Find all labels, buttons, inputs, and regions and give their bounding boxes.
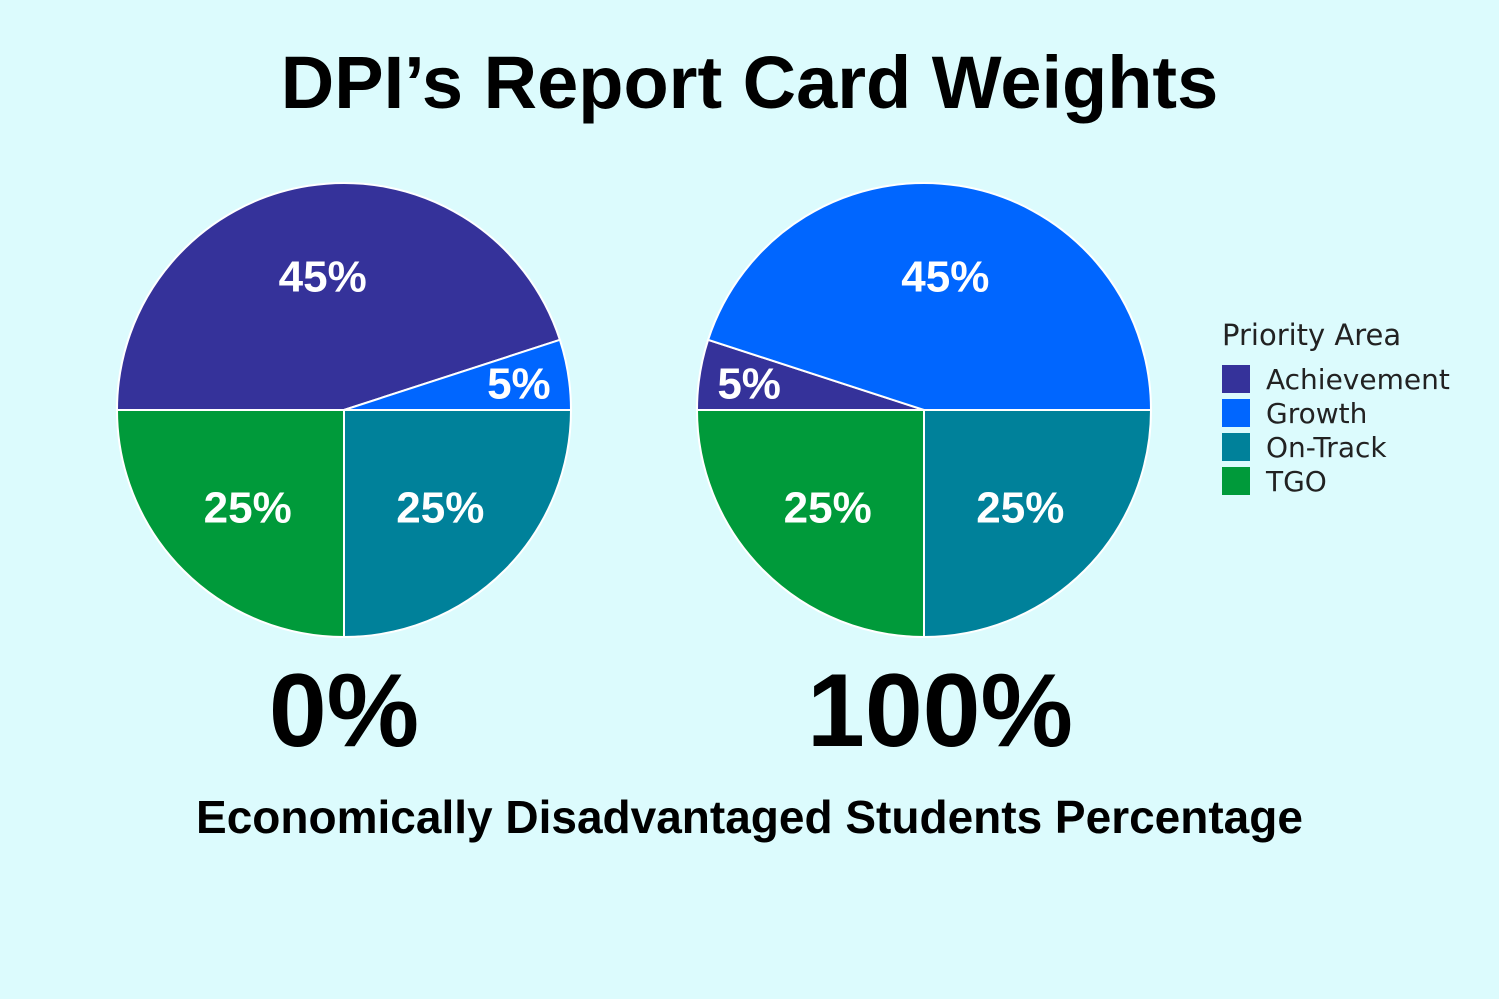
legend-title: Priority Area: [1222, 318, 1402, 352]
pie-slice-label: 45%: [279, 252, 367, 301]
pie-slice-on-track: [923, 409, 1153, 639]
legend-label: On-Track: [1266, 430, 1387, 464]
legend-label: TGO: [1266, 464, 1327, 498]
pie-caption-0: 0%: [268, 653, 420, 769]
legend-item-on-track: On-Track: [1222, 430, 1450, 464]
pie-slice-label: 45%: [901, 252, 989, 301]
legend-swatch: [1222, 467, 1250, 495]
pie-slice-on-track: [343, 409, 573, 639]
legend-item-achievement: Achievement: [1222, 362, 1450, 396]
pie-slice-achievement: [115, 182, 562, 411]
pie-slice-label: 25%: [396, 483, 484, 532]
pie-slice-tgo: [115, 409, 345, 639]
legend-label: Growth: [1266, 396, 1368, 430]
pie-slice-label: 25%: [784, 483, 872, 532]
pie-caption-1: 100%: [807, 653, 1073, 769]
chart-title: DPI’s Report Card Weights: [280, 41, 1219, 124]
legend-swatch: [1222, 433, 1250, 461]
legend-item-tgo: TGO: [1222, 464, 1450, 498]
pie-slice-label: 5%: [717, 359, 781, 408]
pie-chart-0: 45% 5% 25% 25%: [115, 182, 573, 639]
legend-item-growth: Growth: [1222, 396, 1450, 430]
pie-slice-label: 25%: [976, 483, 1064, 532]
pie-chart-1: 5% 45% 25% 25%: [695, 182, 1153, 639]
legend-swatch: [1222, 365, 1250, 393]
pie-slice-tgo: [695, 409, 925, 639]
legend-label: Achievement: [1266, 362, 1450, 396]
legend-swatch: [1222, 399, 1250, 427]
pie-slice-label: 25%: [204, 483, 292, 532]
x-axis-label: Economically Disadvantaged Students Perc…: [196, 791, 1303, 843]
pie-slice-growth: [706, 182, 1153, 411]
legend: Priority Area Achievement Growth On-Trac…: [1222, 318, 1450, 498]
pie-slice-label: 5%: [487, 359, 551, 408]
